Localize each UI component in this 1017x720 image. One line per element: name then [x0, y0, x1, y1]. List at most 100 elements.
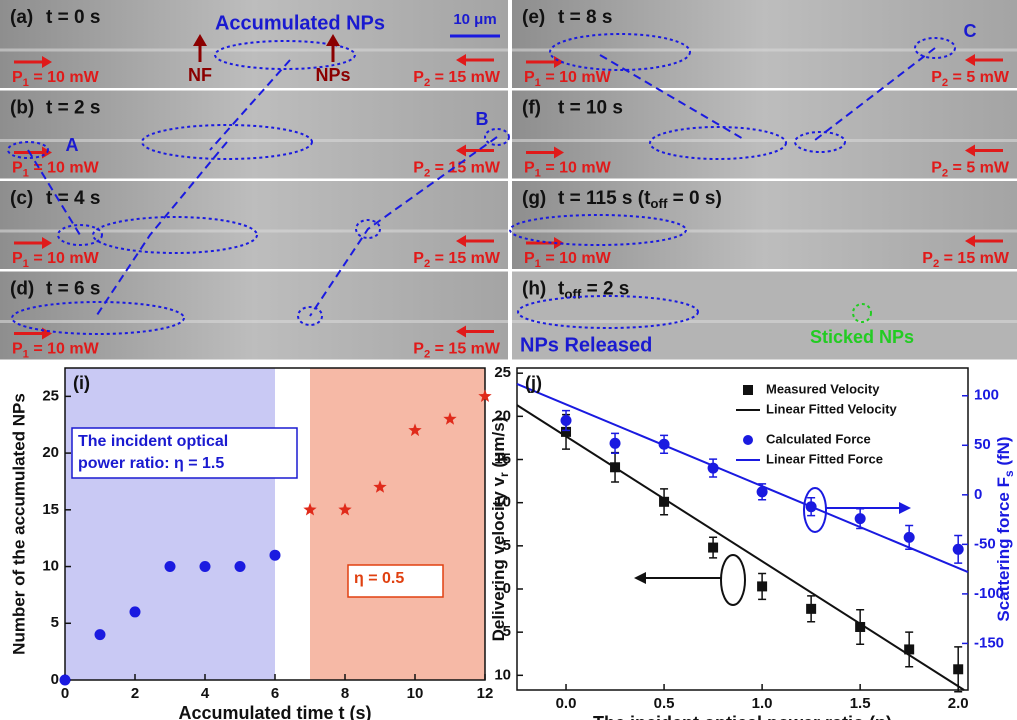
y-tick-label: 5 — [51, 614, 59, 631]
text-segment: P — [12, 160, 23, 177]
text-segment: P — [12, 250, 23, 267]
text-segment: P — [524, 250, 535, 267]
point — [855, 513, 866, 524]
legend-label: Linear Fitted Velocity — [766, 401, 898, 416]
note: C — [964, 21, 977, 41]
micrograph-panels: (a)t = 0 sP1 = 10 mWP2 = 15 mW(b)t = 2 s… — [0, 0, 1017, 360]
text-segment: t = 4 s — [46, 188, 100, 209]
plot-area — [517, 368, 968, 690]
annotation-text: The incident optical — [78, 433, 228, 450]
text-segment: = 10 mW — [541, 160, 612, 177]
text-segment: P — [922, 250, 933, 267]
panel-time: t = 2 s — [46, 98, 100, 119]
x-tick-label: 0.5 — [654, 695, 675, 712]
text-segment: P — [12, 69, 23, 86]
x-tick-label: 2 — [131, 685, 139, 702]
point — [235, 561, 246, 572]
x-tick-label: 0 — [61, 685, 69, 702]
point — [561, 415, 572, 426]
y-tick-label: 25 — [494, 364, 511, 381]
legend-label: Linear Fitted Force — [766, 451, 883, 466]
annotation-text: power ratio: η = 1.5 — [78, 455, 224, 472]
panel-time: t = 10 s — [558, 98, 623, 119]
x-tick-label: 12 — [477, 685, 494, 702]
text-segment: = 15 mW — [430, 69, 501, 86]
legend-label: Measured Velocity — [766, 381, 880, 396]
legend-label: Calculated Force — [766, 431, 871, 446]
x-tick-label: 10 — [407, 685, 424, 702]
y2-tick-label: -150 — [974, 634, 1004, 651]
x-tick-label: 8 — [341, 685, 349, 702]
text-segment: = 10 mW — [29, 160, 100, 177]
panel-label: (i) — [73, 373, 90, 393]
panel-label: (b) — [10, 98, 34, 119]
panel-label: (j) — [525, 373, 542, 393]
text-segment: t = 2 s — [46, 98, 100, 119]
panel-label: (f) — [522, 98, 541, 119]
text-segment: (μm/s) — [489, 417, 508, 473]
text-segment: = 10 mW — [29, 250, 100, 267]
point — [610, 438, 621, 449]
note: NPs Released — [520, 334, 652, 356]
text-segment: = 5 mW — [948, 69, 1010, 86]
text-segment: (fN) — [994, 436, 1013, 470]
text-segment: t = 8 s — [558, 7, 612, 28]
text-segment: Delivering velocity v — [489, 476, 508, 641]
note: Accumulated NPs — [215, 12, 385, 34]
point — [60, 675, 71, 686]
y2-axis-label: Scattering force Fs (fN) — [994, 436, 1016, 621]
panel-label: (g) — [522, 188, 546, 209]
text-segment: Scattering force F — [994, 477, 1013, 622]
x-tick-label: 6 — [271, 685, 279, 702]
text-segment: The incident optical power ratio (η) — [593, 713, 892, 720]
point — [757, 581, 767, 591]
y2-tick-label: 50 — [974, 436, 991, 453]
y-tick-label: 10 — [42, 558, 59, 575]
point — [165, 561, 176, 572]
panel-label: (c) — [10, 188, 33, 209]
text-segment: = 10 mW — [541, 250, 612, 267]
panel-label: (d) — [10, 279, 34, 300]
note: NPs — [315, 65, 350, 85]
text-segment: P — [524, 69, 535, 86]
y-tick-label: 0 — [51, 671, 59, 688]
text-segment: P — [931, 160, 942, 177]
text-segment: t = 6 s — [46, 279, 100, 300]
note: NF — [188, 65, 212, 85]
text-segment: t = 115 s (t — [558, 188, 651, 209]
point — [708, 543, 718, 553]
text-segment: P — [12, 341, 23, 358]
text-segment: off — [650, 196, 668, 211]
panel-time: t = 8 s — [558, 7, 612, 28]
x-tick-label: 4 — [201, 685, 210, 702]
y2-tick-label: 100 — [974, 387, 999, 404]
x-tick-label: 0.0 — [556, 695, 577, 712]
text-segment: t = 0 s — [46, 7, 100, 28]
text-segment: = 15 mW — [430, 160, 501, 177]
panel-time: t = 6 s — [46, 279, 100, 300]
y-axis-label: Number of the accumulated NPs — [9, 393, 28, 655]
text-segment: P — [413, 160, 424, 177]
text-segment: P — [524, 160, 535, 177]
text-segment: t = 10 s — [558, 98, 623, 119]
region — [310, 368, 485, 680]
scale-bar-label: 10 μm — [453, 11, 496, 28]
y-tick-label: 20 — [42, 444, 59, 461]
text-segment: P — [413, 69, 424, 86]
y2-tick-label: 0 — [974, 486, 982, 503]
y-tick-label: 10 — [494, 666, 511, 683]
note: B — [476, 109, 489, 129]
y-tick-label: 15 — [42, 501, 59, 518]
note: Sticked NPs — [810, 327, 914, 347]
text-segment: = 10 mW — [29, 69, 100, 86]
point — [806, 604, 816, 614]
y-axis-label: Delivering velocity vr (μm/s) — [489, 417, 511, 642]
panel-label: (h) — [522, 279, 546, 300]
text-segment: = 15 mW — [430, 250, 501, 267]
note: A — [66, 135, 79, 155]
x-axis-label: Accumulated time t (s) — [178, 703, 371, 720]
point — [95, 629, 106, 640]
point — [200, 561, 211, 572]
annotation-text: η = 0.5 — [354, 570, 404, 587]
